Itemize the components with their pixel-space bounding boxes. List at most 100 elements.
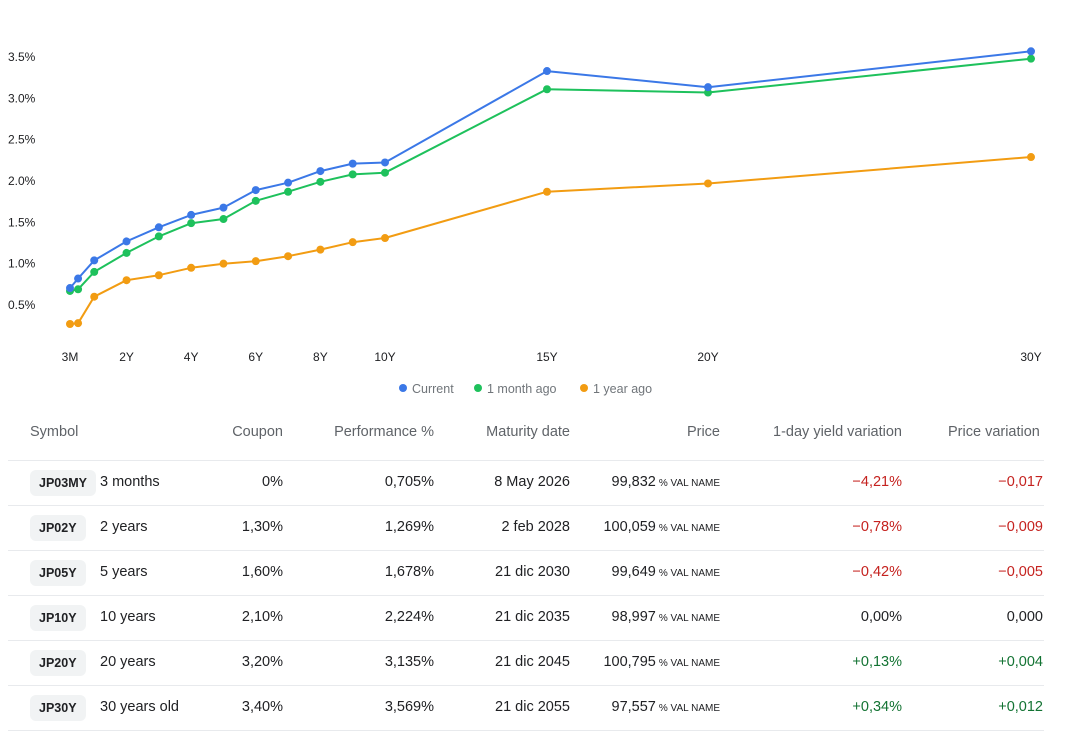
series-current [66,47,1035,293]
y-tick-label: 1.0% [8,257,36,271]
header-symbol[interactable]: Symbol [30,424,79,440]
data-point[interactable] [219,203,228,212]
data-point[interactable] [90,292,99,301]
chart-legend[interactable]: Current 1 month ago 1 year ago [399,382,652,396]
data-point[interactable] [74,274,83,283]
symbol-chip[interactable]: JP03MY [30,470,96,496]
header-maturity[interactable]: Maturity date [486,424,570,440]
table-body: JP03MY 3 months 0% 0,705% 8 May 2026 99,832% … [8,461,1044,731]
data-point[interactable] [543,85,551,94]
data-point[interactable] [543,67,551,76]
data-point[interactable] [219,215,228,224]
price-number: 99,649 [611,564,656,580]
header-coupon[interactable]: Coupon [232,424,283,440]
data-point[interactable] [74,319,83,328]
data-point[interactable] [74,285,83,294]
data-point[interactable] [284,252,293,261]
header-price-variation[interactable]: Price variation [948,424,1040,440]
data-point[interactable] [1027,47,1035,56]
y-tick-label: 2.5% [8,133,36,147]
data-point[interactable] [704,83,712,92]
series-1-month-ago [66,54,1035,295]
data-point[interactable] [316,167,325,176]
data-point[interactable] [316,177,325,186]
data-point[interactable] [66,320,74,329]
data-point[interactable] [154,232,163,241]
data-point[interactable] [251,196,260,205]
data-point[interactable] [284,178,293,187]
performance-value: 3,569% [384,699,434,715]
data-point[interactable] [122,248,131,257]
series-line [69,57,1032,292]
x-tick-label: 3M [62,350,79,364]
data-point[interactable] [251,186,260,195]
y-tick-label: 0.5% [8,298,36,312]
legend-item[interactable]: 1 month ago [474,382,557,396]
data-point[interactable] [284,187,293,196]
price-number: 100,059 [603,519,656,535]
symbol-chip[interactable]: JP05Y [30,560,86,586]
symbol-chip[interactable]: JP30Y [30,695,86,721]
table-row[interactable]: JP10Y 10 years 2,10% 2,224% 21 dic 2035 98,99… [8,596,1044,641]
data-point[interactable] [187,263,196,272]
table-row[interactable]: JP30Y 30 years old 3,40% 3,569% 21 dic 2055 9… [8,686,1044,731]
table-row[interactable]: JP05Y 5 years 1,60% 1,678% 21 dic 2030 99,649… [8,551,1044,596]
data-point[interactable] [348,159,357,168]
legend-item[interactable]: Current [399,382,454,396]
data-point[interactable] [90,256,99,265]
y-tick-label: 3.0% [8,91,36,105]
header-performance[interactable]: Performance % [334,424,434,440]
data-point[interactable] [154,271,163,280]
legend-label: Current [412,382,454,396]
bond-name: 30 years old [100,699,179,715]
data-point[interactable] [543,187,551,196]
price-number: 100,795 [603,654,656,670]
data-point[interactable] [154,223,163,232]
data-point[interactable] [187,219,196,228]
price-value: 99,832% VAL NAME [612,474,721,490]
y-tick-label: 3.5% [8,50,36,64]
data-point[interactable] [1027,153,1035,162]
data-point[interactable] [66,284,74,293]
maturity-value: 21 dic 2030 [495,564,570,580]
symbol-chip[interactable]: JP20Y [30,650,86,676]
header-price[interactable]: Price [686,424,720,440]
yield-variation-value: −4,21% [852,474,902,490]
coupon-value: 0% [262,474,283,490]
maturity-value: 2 feb 2028 [501,519,570,535]
data-point[interactable] [219,259,228,268]
y-tick-label: 2.0% [8,174,36,188]
series-line [69,156,1032,325]
data-point[interactable] [187,210,196,219]
data-point[interactable] [381,158,389,167]
data-point[interactable] [381,168,389,177]
maturity-value: 21 dic 2055 [495,699,570,715]
x-tick-label: 8Y [313,350,328,364]
symbol-chip[interactable]: JP10Y [30,605,86,631]
legend-item[interactable]: 1 year ago [580,382,652,396]
data-point[interactable] [348,238,357,247]
data-point[interactable] [704,179,712,188]
data-point[interactable] [122,237,131,246]
symbol-chip[interactable]: JP02Y [30,515,86,541]
data-point[interactable] [316,245,325,254]
coupon-value: 1,60% [241,564,283,580]
data-point[interactable] [90,267,99,276]
data-point[interactable] [251,257,260,266]
price-number: 98,997 [611,609,656,625]
data-point[interactable] [122,276,131,285]
table-row[interactable]: JP03MY 3 months 0% 0,705% 8 May 2026 99,832% … [8,461,1044,506]
price-unit: % VAL NAME [658,478,720,489]
data-point[interactable] [381,234,389,243]
maturity-value: 8 May 2026 [494,474,570,490]
data-point[interactable] [348,170,357,179]
performance-value: 1,269% [384,519,434,535]
data-point[interactable] [1027,54,1035,63]
coupon-value: 3,40% [241,699,283,715]
table-header: Symbol Coupon Performance % Maturity dat… [8,410,1044,461]
table-row[interactable]: JP20Y 20 years 3,20% 3,135% 21 dic 2045 100,7… [8,641,1044,686]
price-variation-value: −0,009 [998,519,1043,535]
table-row[interactable]: JP02Y 2 years 1,30% 1,269% 2 feb 2028 100,059… [8,506,1044,551]
header-yield-variation[interactable]: 1-day yield variation [773,424,902,440]
price-unit: % VAL NAME [658,568,720,579]
